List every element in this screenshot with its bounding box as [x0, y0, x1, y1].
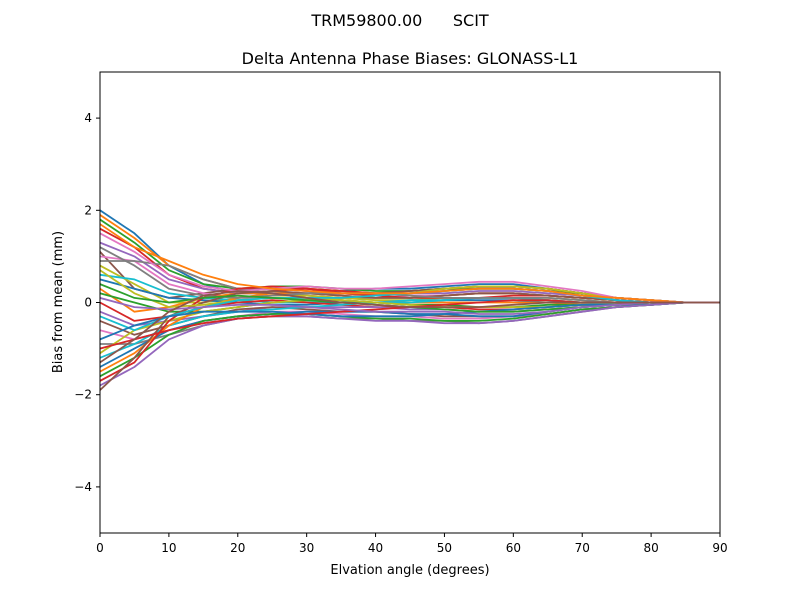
x-tick-label: 70 [575, 541, 590, 555]
x-tick-label: 80 [643, 541, 658, 555]
chart-suptitle: TRM59800.00 SCIT [310, 11, 489, 30]
x-tick-label: 60 [506, 541, 521, 555]
series-line-27 [100, 232, 720, 304]
x-tick-label: 30 [299, 541, 314, 555]
x-axis-ticks: 0 10 20 30 40 50 60 70 80 90 [96, 533, 728, 555]
series-lines [100, 209, 720, 391]
series-line-35 [100, 297, 720, 315]
x-tick-label: 10 [161, 541, 176, 555]
y-axis-ticks: −4 −2 0 2 4 [74, 111, 100, 494]
y-tick-label: −2 [74, 388, 92, 402]
y-tick-label: 4 [84, 111, 92, 125]
chart-title: Delta Antenna Phase Biases: GLONASS-L1 [242, 49, 579, 68]
series-line-1 [100, 209, 720, 304]
x-tick-label: 40 [368, 541, 383, 555]
y-tick-label: −4 [74, 480, 92, 494]
x-tick-label: 0 [96, 541, 104, 555]
y-tick-label: 2 [84, 203, 92, 217]
series-line-32 [100, 223, 720, 304]
x-tick-label: 20 [230, 541, 245, 555]
y-axis-label: Bias from mean (mm) [51, 231, 66, 373]
x-axis-label: Elvation angle (degrees) [330, 563, 489, 578]
y-tick-label: 0 [84, 296, 92, 310]
series-line-36 [100, 290, 720, 364]
series-line-25 [100, 301, 720, 387]
x-tick-label: 50 [437, 541, 452, 555]
x-tick-label: 90 [712, 541, 727, 555]
